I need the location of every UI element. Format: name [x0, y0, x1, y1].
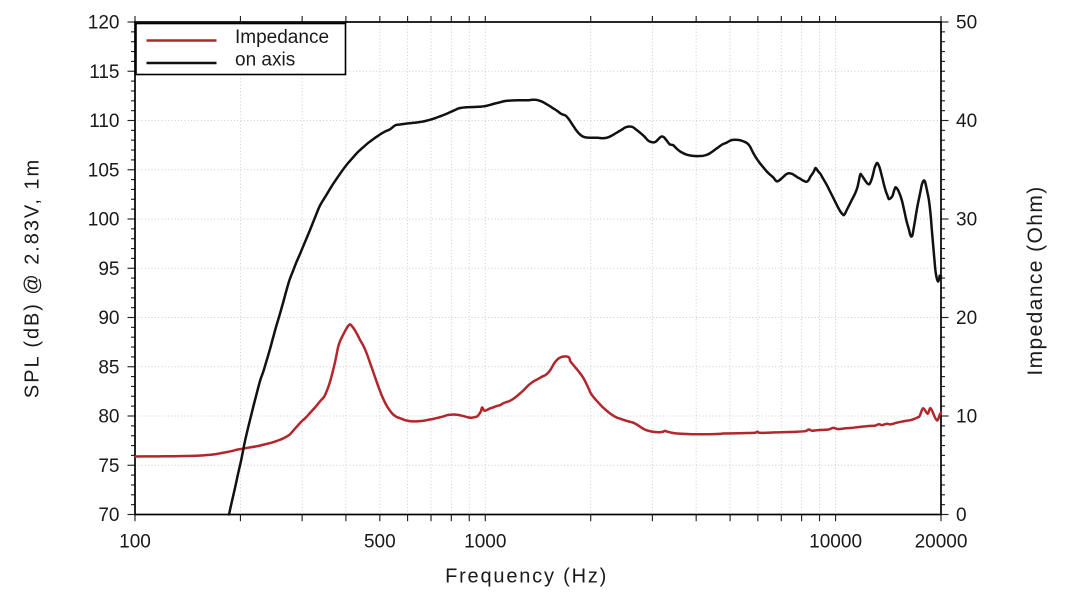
svg-text:40: 40: [956, 111, 977, 132]
svg-text:75: 75: [98, 456, 119, 477]
svg-text:70: 70: [98, 505, 119, 526]
svg-text:100: 100: [88, 210, 120, 231]
svg-text:Impedance (Ohm): Impedance (Ohm): [1024, 185, 1047, 375]
svg-text:95: 95: [98, 259, 119, 280]
svg-text:1000: 1000: [464, 532, 506, 553]
svg-text:Impedance: Impedance: [235, 27, 329, 48]
svg-text:80: 80: [98, 407, 119, 428]
svg-text:100: 100: [119, 532, 151, 553]
svg-text:10: 10: [956, 407, 977, 428]
svg-text:10000: 10000: [809, 532, 862, 553]
svg-text:Frequency (Hz): Frequency (Hz): [445, 566, 608, 588]
svg-text:20: 20: [956, 308, 977, 329]
svg-text:120: 120: [88, 13, 120, 34]
svg-text:20000: 20000: [915, 532, 968, 553]
svg-text:50: 50: [956, 13, 977, 34]
svg-text:SPL (dB) @ 2.83V, 1m: SPL (dB) @ 2.83V, 1m: [22, 158, 44, 398]
svg-text:30: 30: [956, 210, 977, 231]
svg-text:on axis: on axis: [235, 50, 295, 71]
svg-text:90: 90: [98, 308, 119, 329]
svg-text:85: 85: [98, 357, 119, 378]
svg-text:500: 500: [364, 532, 396, 553]
svg-text:105: 105: [88, 160, 120, 181]
svg-text:115: 115: [89, 62, 119, 83]
svg-text:110: 110: [89, 111, 119, 132]
svg-text:0: 0: [956, 505, 967, 526]
